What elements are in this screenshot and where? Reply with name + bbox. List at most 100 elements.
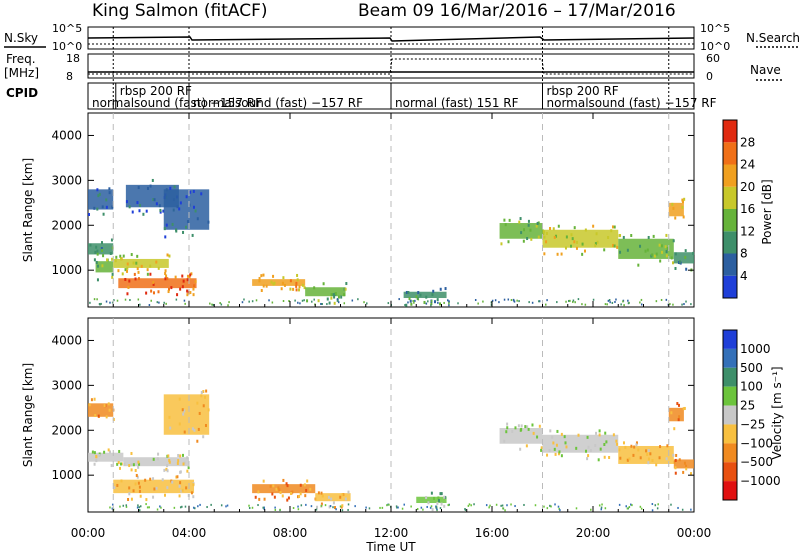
velocity-band bbox=[673, 459, 694, 469]
velocity-pixel bbox=[626, 458, 629, 462]
velocity-clutter bbox=[630, 503, 632, 506]
velocity-pixel bbox=[178, 494, 181, 498]
velocity-pixel bbox=[532, 431, 535, 435]
velocity-clutter bbox=[251, 506, 254, 509]
velocity-pixel bbox=[297, 495, 300, 499]
velocity-clutter bbox=[386, 504, 388, 507]
power-pixel bbox=[425, 295, 428, 299]
station-title: King Salmon (fitACF) bbox=[92, 1, 268, 21]
power-pixel bbox=[189, 190, 192, 194]
power-pixel bbox=[101, 205, 104, 209]
power-pixel bbox=[317, 299, 320, 303]
velocity-pixel bbox=[563, 435, 566, 439]
velocity-pixel bbox=[332, 501, 335, 505]
power-pixel bbox=[105, 205, 108, 209]
power-pixel bbox=[178, 207, 181, 211]
power-clutter bbox=[98, 302, 101, 305]
velocity-pixel bbox=[166, 469, 169, 473]
power-clutter bbox=[387, 302, 390, 305]
power-clutter bbox=[609, 301, 611, 304]
velocity-clutter bbox=[523, 503, 525, 506]
colorbar-swatch bbox=[723, 481, 737, 500]
power-y-axis: 1000 2000 3000 4000 bbox=[51, 128, 694, 277]
power-clutter bbox=[490, 301, 493, 304]
velocity-pixel bbox=[526, 425, 529, 429]
velocity-pixel bbox=[204, 424, 207, 428]
colorbar-swatch bbox=[723, 443, 737, 463]
power-pixel bbox=[175, 229, 178, 233]
power-pixel bbox=[313, 286, 316, 290]
velocity-clutter bbox=[332, 506, 334, 509]
power-pixel bbox=[110, 238, 113, 242]
velocity-pixel bbox=[437, 499, 440, 503]
velocity-pixel bbox=[524, 425, 527, 429]
power-clutter bbox=[184, 302, 186, 305]
velocity-clutter bbox=[297, 508, 300, 511]
velocity-pixel bbox=[674, 466, 677, 470]
colorbar-swatch bbox=[723, 330, 737, 349]
nsky-tick-top: 10^5 bbox=[52, 22, 82, 35]
velocity-clutter bbox=[146, 506, 149, 509]
velocity-clutter bbox=[495, 503, 498, 506]
power-pixel bbox=[328, 301, 331, 305]
power-pixel bbox=[111, 246, 114, 250]
power-pixel bbox=[152, 282, 155, 286]
power-pixel bbox=[155, 202, 158, 206]
power-pixel bbox=[666, 246, 669, 250]
velocity-pixel bbox=[321, 494, 324, 498]
nsearch-tick-bottom: 10^0 bbox=[700, 40, 730, 53]
power-pixel bbox=[158, 204, 161, 208]
velocity-pixel bbox=[658, 456, 661, 460]
y-tick-label: 1000 bbox=[51, 263, 82, 277]
velocity-pixel bbox=[116, 483, 119, 487]
power-clutter bbox=[640, 298, 643, 301]
velocity-pixel bbox=[440, 492, 443, 496]
power-pixel bbox=[553, 235, 556, 239]
power-clutter bbox=[474, 298, 477, 301]
power-pixel bbox=[260, 288, 263, 292]
velocity-pixel bbox=[548, 449, 551, 453]
velocity-clutter bbox=[654, 504, 657, 507]
power-pixel bbox=[96, 207, 99, 211]
velocity-clutter bbox=[111, 503, 114, 506]
velocity-pixel bbox=[685, 467, 688, 471]
cpid-label: CPID bbox=[6, 86, 38, 100]
power-pixel bbox=[295, 284, 298, 288]
velocity-clutter bbox=[656, 507, 659, 510]
velocity-clutter bbox=[225, 505, 227, 508]
power-pixel bbox=[415, 295, 418, 299]
power-clutter bbox=[655, 300, 658, 303]
power-band bbox=[403, 291, 447, 299]
velocity-pixel bbox=[103, 450, 106, 454]
power-clutter bbox=[228, 301, 230, 304]
velocity-pixel bbox=[649, 452, 652, 456]
velocity-pixel bbox=[536, 435, 539, 439]
power-pixel bbox=[188, 276, 191, 280]
power-pixel bbox=[681, 205, 684, 209]
power-clutter bbox=[672, 303, 674, 306]
power-pixel bbox=[434, 300, 437, 304]
nsearch-tick-top: 10^5 bbox=[700, 22, 730, 35]
power-clutter bbox=[620, 303, 622, 306]
velocity-pixel bbox=[95, 455, 98, 459]
power-clutter bbox=[268, 299, 270, 302]
power-pixel bbox=[165, 188, 168, 192]
power-clutter bbox=[165, 302, 167, 305]
power-pixel bbox=[111, 275, 114, 279]
power-pixel bbox=[332, 293, 335, 297]
power-colorbar: 4 8 12 16 20 24 28 bbox=[722, 119, 755, 299]
velocity-pixel bbox=[615, 439, 618, 443]
power-pixel bbox=[306, 299, 309, 303]
cpid-segment-label: normalsound (fast) −157 RF bbox=[547, 96, 717, 110]
velocity-clutter bbox=[554, 503, 556, 506]
velocity-pixel bbox=[632, 453, 635, 457]
velocity-clutter bbox=[416, 508, 419, 511]
velocity-clutter bbox=[435, 505, 437, 508]
velocity-clutter bbox=[263, 507, 265, 510]
velocity-clutter bbox=[341, 509, 344, 512]
power-clutter bbox=[311, 300, 313, 303]
velocity-pixel bbox=[328, 505, 331, 509]
velocity-clutter bbox=[504, 509, 506, 512]
velocity-pixel bbox=[118, 449, 121, 453]
velocity-clutter bbox=[557, 505, 560, 508]
